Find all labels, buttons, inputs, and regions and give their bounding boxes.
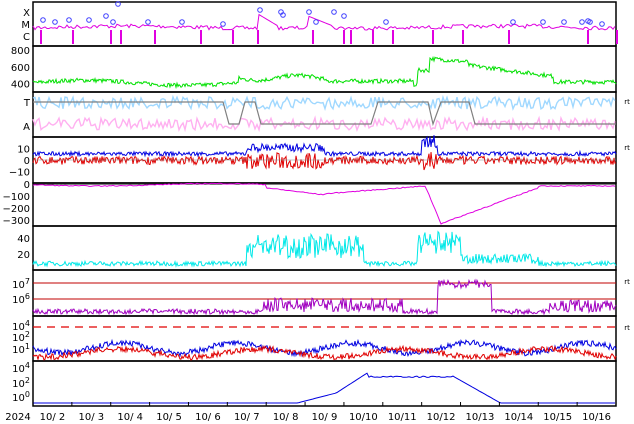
proton-high-tick-label: 102 [12,376,30,390]
xray-flare-marker [86,17,92,23]
xray-flare-marker [280,12,286,18]
x-axis-date-label: 10/14 [504,412,533,423]
dst-tick-label: −200 [3,204,30,215]
bz-tick-label: 10 [17,145,30,156]
bz-tick-label: −10 [9,168,30,179]
sector-away-line [32,115,616,133]
proton-high-tick-label: 100 [12,390,30,404]
xray-flare-marker [115,1,121,7]
xray-flare-marker [179,19,185,25]
proton-low-tick-label: 102 [12,330,30,344]
panel-frame-electron [32,269,617,317]
panel-frame-dst [32,182,617,227]
xray-tick-label: X [23,8,30,19]
bz-tick-label: 0 [24,156,30,167]
dst-tick-label: −300 [3,216,30,227]
xray-flare-marker [66,17,72,23]
xray-flare-marker [331,9,337,15]
xray-flare-marker [383,19,389,25]
proton-high-line [33,372,615,404]
xray-flare-marker [257,7,263,13]
proton-low-tick-label: 101 [12,342,30,356]
x-axis-date-label: 10/16 [582,412,611,423]
dst-line [32,182,616,225]
x-axis-year-label: 2024 [5,412,30,423]
x-axis-date-label: 10/ 3 [78,412,104,423]
x-axis-date-label: 10/ 5 [156,412,182,423]
xray-flare-marker [587,19,593,25]
xray-tick-label: M [21,20,30,31]
panel-frame-speed [32,45,617,93]
x-axis-date-label: 10/ 4 [117,412,143,423]
proton-high-tick-label: 104 [12,361,30,375]
dst-tick-label: 0 [24,180,30,191]
xray-flare-marker [561,19,567,25]
sector-right-label: rt [624,98,630,106]
speed-line [32,55,617,90]
bz-bz-line [32,152,617,171]
x-axis-date-label: 10/10 [349,412,378,423]
x-axis-date-label: 10/12 [427,412,456,423]
speed-tick-label: 400 [11,80,30,91]
proton-low-right-label: rt [624,324,630,332]
dst-tick-label: −100 [3,192,30,203]
electron-tick-label: 107 [12,277,30,291]
bz-right-label: rt [624,144,630,152]
sector-tick-label: T [23,98,31,109]
sector-tick-label: A [23,122,30,133]
x-axis-date-label: 10/ 6 [195,412,221,423]
xray-flux-line [32,13,616,31]
xray-flare-marker [40,17,46,23]
xray-flare-marker [579,19,585,25]
sector-boundary-line [33,101,616,127]
x-axis-date-label: 10/15 [543,412,572,423]
xray-flare-marker [52,19,58,25]
xray-flare-marker [220,21,226,27]
xray-flare-marker [306,9,312,15]
proton-low-tick-label: 104 [12,319,30,333]
xray-flare-marker [341,13,347,19]
kp-tick-label: 20 [17,250,30,261]
electron-flux-line [32,278,617,316]
sector-toward-line [32,94,616,111]
xray-flare-marker [103,13,109,19]
electron-right-label: rt [624,278,630,286]
proton-low-p2-line [32,344,617,361]
x-axis-date-label: 10/ 8 [273,412,299,423]
xray-flare-marker [313,19,319,25]
xray-flare-marker [510,19,516,25]
xray-flare-marker [599,21,605,27]
kp-line [32,230,617,268]
proton-low-p1-line [32,338,617,358]
x-axis-date-label: 10/ 2 [40,412,66,423]
x-axis-date-label: 10/11 [388,412,417,423]
xray-tick-label: C [23,32,30,43]
kp-tick-label: 40 [17,234,30,245]
speed-tick-label: 600 [11,63,30,74]
xray-flare-marker [110,19,116,25]
xray-flare-marker [145,19,151,25]
x-axis-date-label: 10/13 [466,412,495,423]
xray-flare-marker [540,19,546,25]
panel-frame-proton_high [32,360,617,407]
x-axis-date-label: 10/ 9 [312,412,338,423]
speed-tick-label: 800 [11,46,30,57]
electron-tick-label: 106 [12,292,30,306]
bz-bt-line [32,135,617,158]
x-axis-date-label: 10/ 7 [234,412,260,423]
